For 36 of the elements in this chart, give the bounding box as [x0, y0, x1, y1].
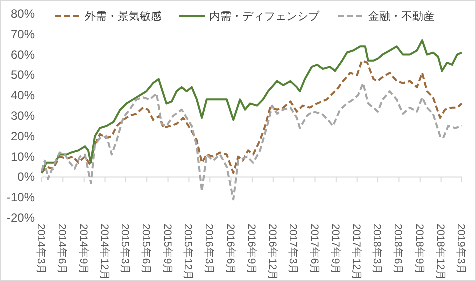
x-tick-label: 2017年3月 — [287, 224, 300, 276]
x-tick-label: 2014年9月 — [77, 224, 90, 276]
y-tick-label: 30% — [10, 109, 36, 123]
legend-label: 外需・景気敏感 — [85, 10, 162, 23]
x-tick-label: 2018年3月 — [371, 224, 384, 276]
x-tick-label: 2015年3月 — [118, 224, 131, 276]
line-series — [41, 82, 463, 201]
x-tick-label: 2016年6月 — [224, 224, 236, 276]
y-tick-label: 10% — [10, 150, 36, 164]
x-tick-label: 2018年12月 — [434, 224, 446, 281]
legend-label: 金融・不動産 — [368, 10, 434, 23]
y-tick-label: 70% — [10, 27, 36, 42]
x-tick-label: 2016年3月 — [203, 224, 216, 276]
x-tick-label: 2017年12月 — [350, 224, 362, 281]
x-tick-label: 2014年3月 — [35, 224, 47, 276]
x-tick-label: 2016年12月 — [266, 224, 278, 281]
y-tick-label: 50% — [10, 68, 36, 82]
x-tick-label: 2017年6月 — [308, 224, 320, 276]
x-tick-label: 2015年6月 — [140, 224, 152, 276]
y-tick-label: 0% — [18, 170, 36, 184]
x-tick-label: 2015年12月 — [182, 224, 194, 281]
x-tick-label: 2014年6月 — [56, 224, 68, 276]
x-tick-label: 2019年3月 — [455, 224, 467, 276]
x-tick-label: 2018年9月 — [413, 224, 426, 276]
x-tick-label: 2016年9月 — [245, 224, 258, 276]
y-tick-label: 40% — [10, 88, 36, 103]
x-tick-label: 2017年9月 — [329, 224, 342, 276]
x-tick-label: 2014年12月 — [98, 224, 110, 281]
y-tick-label: -10% — [6, 190, 36, 205]
y-tick-label: -20% — [6, 211, 36, 225]
legend-label: 内需・ディフェンシブ — [210, 10, 320, 23]
x-tick-label: 2018年6月 — [392, 224, 404, 276]
y-tick-label: 60% — [10, 48, 36, 62]
x-tick-label: 2015年9月 — [161, 224, 174, 276]
y-tick-label: 80% — [10, 7, 36, 21]
y-tick-label: 20% — [10, 129, 36, 144]
